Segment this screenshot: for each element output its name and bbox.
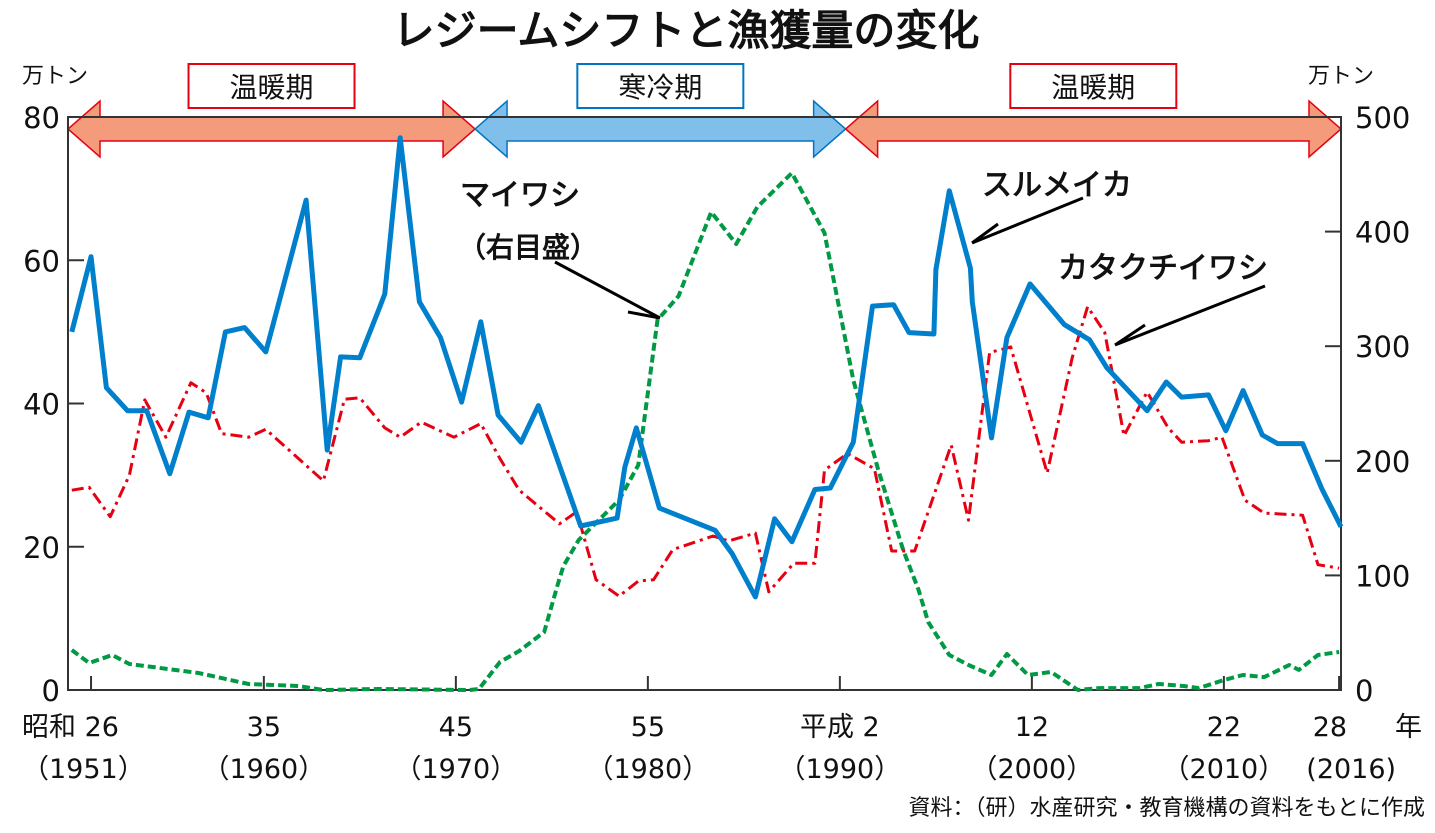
- period-label-box-1: [576, 63, 745, 109]
- left-tick-label: 40: [23, 388, 60, 422]
- x-tick-sublabel: （2000）: [971, 754, 1094, 785]
- x-tick-label: 28: [1313, 712, 1347, 743]
- x-tick-label: 22: [1207, 712, 1241, 743]
- sardine-label: マイワシ: [460, 178, 580, 213]
- source-note: 資料：（研）水産研究・教育機構の資料をもとに作成: [908, 796, 1425, 821]
- period-label-0: 温暖期: [230, 71, 314, 104]
- x-axis-unit: 年: [1395, 712, 1422, 743]
- right-tick-label: 200: [1355, 445, 1410, 479]
- period-label-1: 寒冷期: [618, 71, 702, 104]
- period-arrow-1: [473, 99, 847, 159]
- x-tick-label: 平成 2: [800, 712, 880, 743]
- series-line-katakuchi-iwashi: [71, 305, 1340, 598]
- left-tick-label: 80: [23, 101, 60, 135]
- anchovy-label: カタクチイワシ: [1058, 251, 1268, 286]
- sardine-axis-note: （右目盛）: [458, 231, 598, 264]
- sardine-leader-line: [554, 260, 661, 320]
- squid-label: スルメイカ: [982, 168, 1132, 203]
- x-tick-sublabel: （1990）: [779, 754, 902, 785]
- right-tick-label: 100: [1355, 559, 1410, 593]
- x-tick-sublabel: （1951）: [22, 754, 145, 785]
- right-axis-unit: 万トン: [1308, 64, 1374, 89]
- x-tick-label: 12: [1015, 712, 1049, 743]
- series-line-surume-ika: [69, 135, 1344, 600]
- right-tick-label: 400: [1355, 216, 1410, 250]
- x-tick-sublabel: （2010）: [1163, 754, 1286, 785]
- left-tick-label: 0: [42, 674, 60, 708]
- x-tick-label: 45: [439, 712, 473, 743]
- anchovy-leader-line: [1114, 284, 1266, 347]
- x-tick-label: 昭和 26: [22, 712, 119, 743]
- chart-title: レジームシフトと漁獲量の変化: [393, 6, 980, 55]
- x-tick-sublabel: （1970）: [394, 754, 517, 785]
- period-label-box-2: [1009, 63, 1178, 109]
- period-label-box-0: [187, 63, 356, 109]
- left-axis-unit: 万トン: [22, 64, 88, 89]
- right-tick-label: 300: [1355, 330, 1410, 364]
- left-tick-label: 60: [23, 244, 60, 278]
- left-tick-label: 20: [23, 531, 60, 565]
- period-arrow-0: [66, 99, 477, 159]
- x-tick-sublabel: （1980）: [586, 754, 709, 785]
- right-tick-label: 500: [1355, 101, 1410, 135]
- series-line-maiwashi: [70, 171, 1340, 692]
- period-arrow-2: [844, 99, 1343, 159]
- x-tick-sublabel: （1960）: [202, 754, 325, 785]
- x-tick-label: 35: [247, 712, 281, 743]
- squid-leader-line: [971, 196, 1084, 245]
- x-tick-label: 55: [631, 712, 665, 743]
- period-label-2: 温暖期: [1051, 71, 1135, 104]
- x-tick-sublabel: (2016): [1306, 754, 1396, 785]
- right-tick-label: 0: [1355, 674, 1373, 708]
